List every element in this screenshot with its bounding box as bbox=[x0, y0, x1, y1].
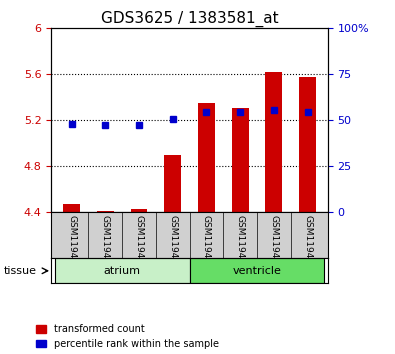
Text: GSM119427: GSM119427 bbox=[236, 215, 245, 269]
Bar bbox=[55, 258, 190, 283]
Title: GDS3625 / 1383581_at: GDS3625 / 1383581_at bbox=[101, 11, 278, 27]
Bar bbox=[131, 209, 147, 212]
Bar bbox=[299, 77, 316, 212]
Bar bbox=[190, 258, 324, 283]
Bar bbox=[164, 155, 181, 212]
Text: GSM119426: GSM119426 bbox=[202, 215, 211, 269]
Text: atrium: atrium bbox=[103, 266, 141, 276]
Text: GSM119422: GSM119422 bbox=[67, 215, 76, 269]
Text: GSM119423: GSM119423 bbox=[101, 215, 110, 269]
Bar bbox=[97, 211, 114, 212]
Text: tissue: tissue bbox=[4, 266, 37, 276]
Bar bbox=[63, 204, 80, 212]
Bar bbox=[265, 72, 282, 212]
Text: GSM119429: GSM119429 bbox=[303, 215, 312, 269]
Text: GSM119424: GSM119424 bbox=[135, 215, 143, 269]
Text: GSM119428: GSM119428 bbox=[269, 215, 278, 269]
Text: GSM119425: GSM119425 bbox=[168, 215, 177, 269]
Text: ventricle: ventricle bbox=[233, 266, 282, 276]
Legend: transformed count, percentile rank within the sample: transformed count, percentile rank withi… bbox=[36, 324, 219, 349]
Bar bbox=[232, 108, 248, 212]
Bar bbox=[198, 103, 215, 212]
